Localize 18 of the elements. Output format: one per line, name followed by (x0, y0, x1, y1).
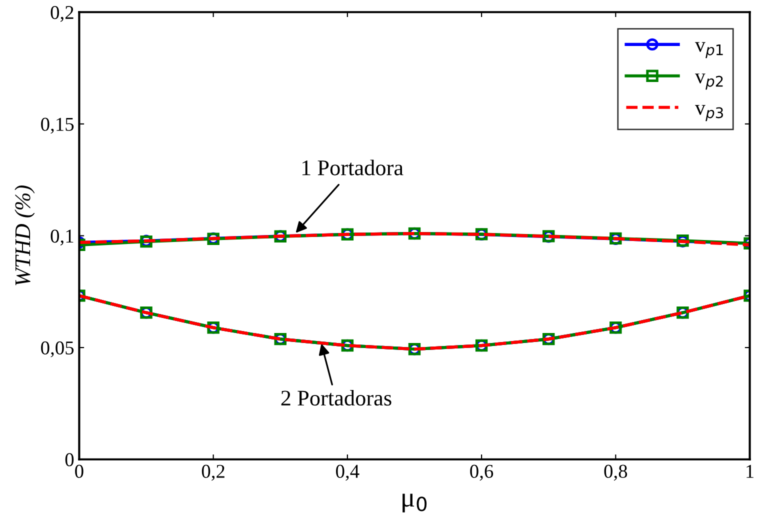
legend-label: v$_{p3}$ (694, 105, 723, 122)
y-axis-title: WTHD (%) (14, 186, 35, 286)
x-tick-label: 0,8 (604, 464, 628, 481)
legend-label: v$_{p2}$ (694, 74, 723, 90)
y-tick-label: 0,1 (50, 230, 74, 246)
annotation: 2 Portadoras (281, 390, 392, 406)
x-axis-title: μ$_{0}$ (402, 494, 427, 512)
y-tick-label: 0,2 (50, 6, 74, 22)
annotation: 1 Portadora (302, 160, 404, 176)
x-tick-label: 0,6 (470, 464, 494, 481)
y-tick-label: 0,15 (41, 118, 74, 134)
x-tick-label: 0 (75, 464, 84, 478)
y-tick-label: 0 (65, 453, 74, 466)
x-tick-label: 1 (746, 464, 754, 478)
x-tick-label: 0,2 (202, 464, 224, 481)
legend-label: v$_{p1}$ (694, 42, 723, 58)
y-tick-label: 0,05 (41, 341, 74, 358)
x-tick-label: 0,4 (336, 464, 360, 481)
